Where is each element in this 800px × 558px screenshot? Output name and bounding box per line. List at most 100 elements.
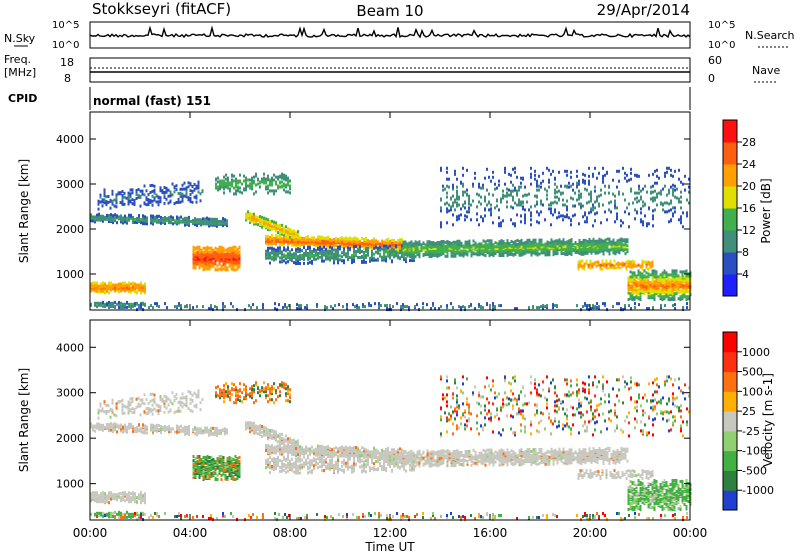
power-cell bbox=[281, 227, 283, 231]
power-cell bbox=[600, 238, 603, 242]
power-cell bbox=[458, 203, 460, 207]
power-cell bbox=[232, 257, 235, 261]
power-cell bbox=[687, 295, 690, 299]
power-cell bbox=[645, 260, 648, 264]
power-cell bbox=[273, 192, 275, 196]
power-cell bbox=[351, 239, 353, 243]
power-cell bbox=[645, 285, 648, 289]
power-cell bbox=[633, 273, 636, 277]
power-cell bbox=[220, 249, 223, 253]
power-cell bbox=[530, 166, 532, 170]
power-cell bbox=[275, 175, 277, 179]
power-cell bbox=[639, 280, 642, 284]
power-cell bbox=[500, 242, 503, 246]
power-cell bbox=[458, 197, 460, 201]
power-cell bbox=[263, 181, 265, 185]
power-cell bbox=[454, 198, 456, 202]
power-cell bbox=[273, 249, 275, 253]
power-cell bbox=[225, 185, 227, 189]
power-cell bbox=[116, 302, 118, 306]
power-cell bbox=[586, 188, 588, 192]
power-cell bbox=[249, 182, 251, 186]
nsky-tick-bottom: 10^0 bbox=[52, 40, 79, 51]
power-cell bbox=[510, 180, 512, 184]
power-cell bbox=[498, 208, 500, 212]
power-cell bbox=[641, 267, 644, 271]
power-cell bbox=[629, 294, 632, 298]
power-cell bbox=[639, 295, 642, 299]
power-cell bbox=[452, 187, 454, 191]
power-cell bbox=[627, 264, 630, 268]
power-cell bbox=[446, 184, 448, 188]
power-cell bbox=[664, 171, 666, 175]
power-cell bbox=[173, 202, 176, 206]
power-cell bbox=[112, 301, 114, 305]
power-cell bbox=[496, 186, 498, 190]
power-cell bbox=[606, 237, 609, 241]
power-cell bbox=[126, 283, 128, 287]
power-cell bbox=[654, 189, 656, 193]
power-cell bbox=[247, 212, 249, 216]
power-cell bbox=[584, 179, 586, 183]
power-cell bbox=[524, 218, 526, 222]
power-cell bbox=[456, 245, 459, 249]
power-cell bbox=[668, 188, 670, 192]
power-cell bbox=[458, 305, 460, 309]
power-cell bbox=[126, 216, 128, 220]
power-cell bbox=[683, 284, 686, 288]
power-cell bbox=[508, 249, 511, 253]
power-cell bbox=[657, 275, 660, 279]
power-cell bbox=[192, 259, 195, 263]
power-cell bbox=[432, 243, 435, 247]
power-cell bbox=[253, 212, 255, 216]
power-cell bbox=[570, 170, 572, 174]
power-cell bbox=[133, 199, 136, 203]
power-cell bbox=[585, 259, 588, 263]
power-cell bbox=[307, 257, 309, 261]
cpid-value: normal (fast) 151 bbox=[93, 94, 211, 108]
power-cell bbox=[572, 243, 575, 247]
power-cell bbox=[484, 199, 486, 203]
power-cell bbox=[391, 250, 393, 254]
power-cell bbox=[309, 260, 311, 264]
power-cell bbox=[297, 239, 299, 243]
power-cell bbox=[303, 246, 305, 250]
power-cell bbox=[546, 193, 548, 197]
power-cell bbox=[618, 238, 621, 242]
power-cell bbox=[279, 249, 281, 253]
power-cell bbox=[279, 234, 281, 238]
power-cell bbox=[136, 217, 138, 220]
power-cell bbox=[110, 215, 112, 219]
power-cell bbox=[637, 277, 640, 281]
power-cell bbox=[494, 245, 497, 249]
power-cell bbox=[355, 253, 357, 257]
power-cell bbox=[502, 189, 504, 193]
power-cell bbox=[502, 193, 504, 197]
power-cell bbox=[321, 255, 323, 259]
power-cell bbox=[614, 206, 616, 210]
power-cell bbox=[566, 248, 569, 252]
power-cell bbox=[331, 251, 333, 255]
power-cell bbox=[466, 168, 468, 172]
power-cell bbox=[608, 201, 610, 205]
power-cell bbox=[297, 237, 299, 241]
power-cell bbox=[323, 259, 325, 263]
power-cell bbox=[590, 243, 593, 247]
power-cell bbox=[191, 200, 194, 204]
power-cell bbox=[359, 239, 361, 243]
power-cell bbox=[403, 256, 405, 260]
power-cell bbox=[181, 192, 184, 196]
power-cell bbox=[669, 283, 672, 287]
power-cell bbox=[656, 174, 658, 178]
power-cell bbox=[633, 264, 636, 268]
power-cell bbox=[130, 305, 132, 309]
power-cell bbox=[624, 171, 626, 175]
power-cell bbox=[452, 183, 454, 187]
power-cell bbox=[192, 254, 195, 258]
power-cell bbox=[651, 276, 654, 280]
power-cell bbox=[436, 252, 439, 256]
power-cell bbox=[257, 182, 259, 186]
power-cell bbox=[570, 238, 573, 242]
power-cell bbox=[637, 281, 640, 285]
power-cell bbox=[126, 300, 128, 304]
